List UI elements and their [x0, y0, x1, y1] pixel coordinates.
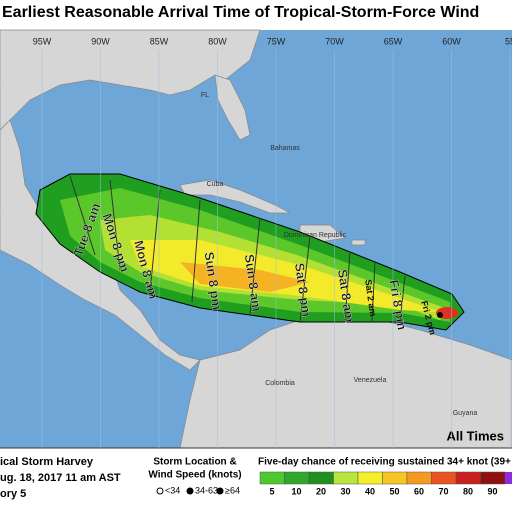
scale-label: 60	[414, 486, 424, 496]
longitude-label: 55	[505, 36, 512, 46]
scale-cell	[431, 471, 457, 485]
scale-cell	[284, 471, 310, 485]
scale-label: 20	[316, 486, 326, 496]
scale-cell	[308, 471, 334, 485]
scale-cell	[357, 471, 383, 485]
time-note: All Times	[446, 428, 504, 443]
place-label: Guyana	[453, 410, 478, 417]
place-label: Bahamas	[270, 145, 300, 152]
location-legend-title: Storm Location &	[153, 457, 236, 468]
storm-symbol	[216, 487, 224, 495]
storm-name: ical Storm Harvey	[0, 456, 94, 468]
longitude-label: 75W	[267, 36, 286, 46]
probability-legend-title: Five-day chance of receiving sustained 3…	[258, 457, 512, 468]
scale-label: 10	[291, 486, 301, 496]
place-label: Venezuela	[354, 377, 387, 384]
issued: ug. 18, 2017 11 am AST	[0, 472, 121, 484]
longitude-label: 70W	[325, 36, 344, 46]
scale-label: 50	[389, 486, 399, 496]
scale-cell	[406, 471, 432, 485]
storm-symbol	[156, 487, 164, 495]
scale-cell	[455, 471, 481, 485]
scale-label: 80	[463, 486, 473, 496]
storm-symbol-label: 34-63	[195, 485, 218, 495]
longitude-label: 65W	[384, 36, 403, 46]
scale-cell	[505, 472, 512, 484]
longitude-label: 90W	[91, 36, 110, 46]
scale-label: 40	[365, 486, 375, 496]
scale-cell	[259, 471, 285, 485]
title: Earliest Reasonable Arrival Time of Trop…	[2, 4, 479, 21]
isochrones	[69, 175, 406, 323]
place-label: Dominican Republic	[284, 232, 347, 239]
storm-symbol	[186, 487, 194, 495]
scale-label: 90	[487, 486, 497, 496]
longitude-label: 85W	[150, 36, 169, 46]
scale-label: 70	[438, 486, 448, 496]
place-label: Cuba	[207, 181, 224, 188]
longitude-label: 80W	[208, 36, 227, 46]
scale-cell	[480, 471, 506, 485]
place-label: FL	[201, 92, 209, 99]
scale-label: 5	[269, 486, 274, 496]
scale-cell	[333, 471, 359, 485]
place-label: Colombia	[265, 380, 295, 387]
advisory: ory 5	[0, 488, 26, 500]
location-legend-title: Wind Speed (knots)	[148, 470, 241, 481]
longitude-label: 95W	[33, 36, 52, 46]
scale-label: 30	[340, 486, 350, 496]
scale-cell	[382, 471, 408, 485]
longitude-label: 60W	[442, 36, 461, 46]
wind-swath	[35, 173, 465, 331]
storm-symbol-label: <34	[165, 485, 180, 495]
storm-symbol-label: ≥64	[225, 485, 240, 495]
